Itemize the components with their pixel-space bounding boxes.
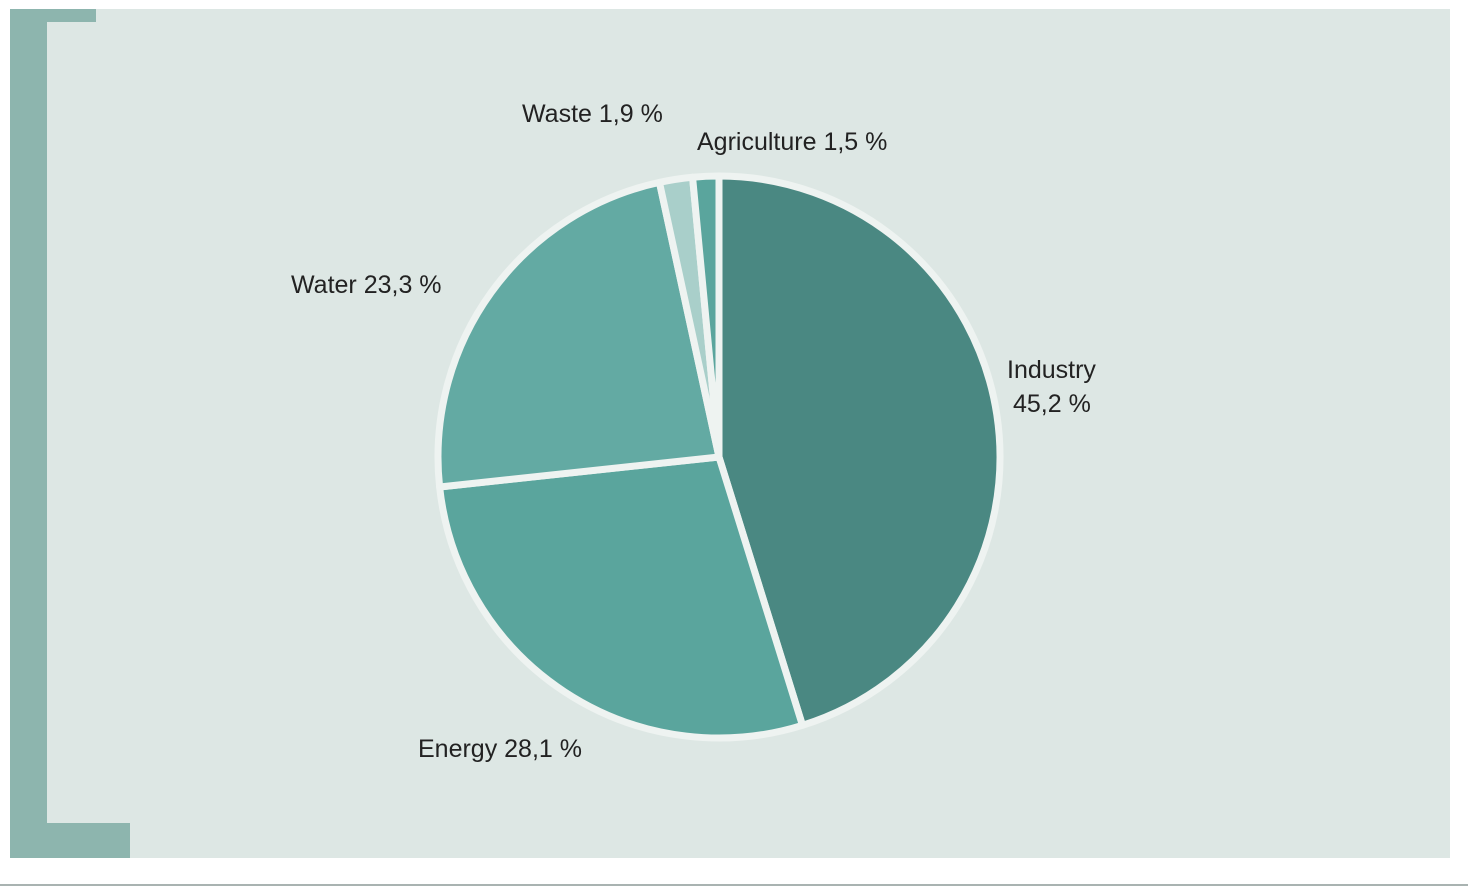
bracket-decoration-side <box>10 9 47 858</box>
label-water: Water 23,3 % <box>291 271 442 299</box>
bracket-decoration-top <box>10 9 96 22</box>
pie-slice-agriculture <box>689 172 723 461</box>
bottom-divider <box>0 884 1468 886</box>
label-agriculture: Agriculture 1,5 % <box>697 128 887 156</box>
pie-slices <box>434 172 1004 742</box>
pie-slice-energy <box>436 453 806 742</box>
label-waste: Waste 1,9 % <box>522 100 663 128</box>
label-energy: Energy 28,1 % <box>418 735 582 763</box>
label-industry-name: Industry <box>1007 356 1096 384</box>
label-industry-value: 45,2 % <box>1013 390 1091 418</box>
pie-slice-industry <box>715 172 1004 729</box>
pie-labels: Industry 45,2 % Energy 28,1 % Water 23,3… <box>291 100 1096 763</box>
pie-slice-water <box>434 178 723 491</box>
bracket-decoration-bottom <box>10 823 130 858</box>
